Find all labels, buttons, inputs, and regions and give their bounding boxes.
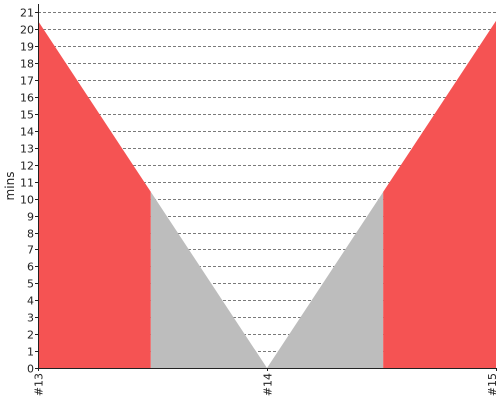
y-axis-label: mins bbox=[3, 172, 17, 201]
y-tick-label: 0 bbox=[27, 363, 34, 376]
y-tick-label: 2 bbox=[27, 329, 34, 342]
area-segment-below-threshold bbox=[150, 191, 267, 368]
y-tick-label: 20 bbox=[20, 24, 34, 37]
y-tick-label: 15 bbox=[20, 109, 34, 122]
y-tick-label: 1 bbox=[27, 346, 34, 359]
y-tick-label: 3 bbox=[27, 312, 34, 325]
area-segment-above-threshold bbox=[38, 20, 151, 369]
y-tick-label: 16 bbox=[20, 92, 34, 105]
y-tick-label: 11 bbox=[20, 177, 34, 190]
y-tick-label: 4 bbox=[27, 295, 34, 308]
x-tick-label: #13 bbox=[33, 373, 46, 396]
y-tick-label: 10 bbox=[20, 194, 34, 207]
y-tick-label: 18 bbox=[20, 58, 34, 71]
y-tick-label: 5 bbox=[27, 278, 34, 291]
area-segment-below-threshold bbox=[267, 191, 384, 368]
y-tick-label: 12 bbox=[20, 160, 34, 173]
y-tick-label: 19 bbox=[20, 41, 34, 54]
y-tick-label: 21 bbox=[20, 7, 34, 20]
area-series bbox=[38, 20, 496, 369]
y-tick-label: 17 bbox=[20, 75, 34, 88]
x-tick-label: #15 bbox=[486, 373, 499, 396]
y-tick-label: 8 bbox=[27, 228, 34, 241]
y-tick-label: 14 bbox=[20, 126, 34, 139]
y-tick-label: 7 bbox=[27, 244, 34, 257]
area-segment-above-threshold bbox=[383, 20, 496, 369]
x-axis-ticks: #13 #14 #15 bbox=[33, 368, 499, 396]
y-tick-label: 6 bbox=[27, 261, 34, 274]
y-tick-label: 13 bbox=[20, 143, 34, 156]
x-tick-label: #14 bbox=[262, 373, 275, 396]
y-tick-label: 9 bbox=[27, 211, 34, 224]
